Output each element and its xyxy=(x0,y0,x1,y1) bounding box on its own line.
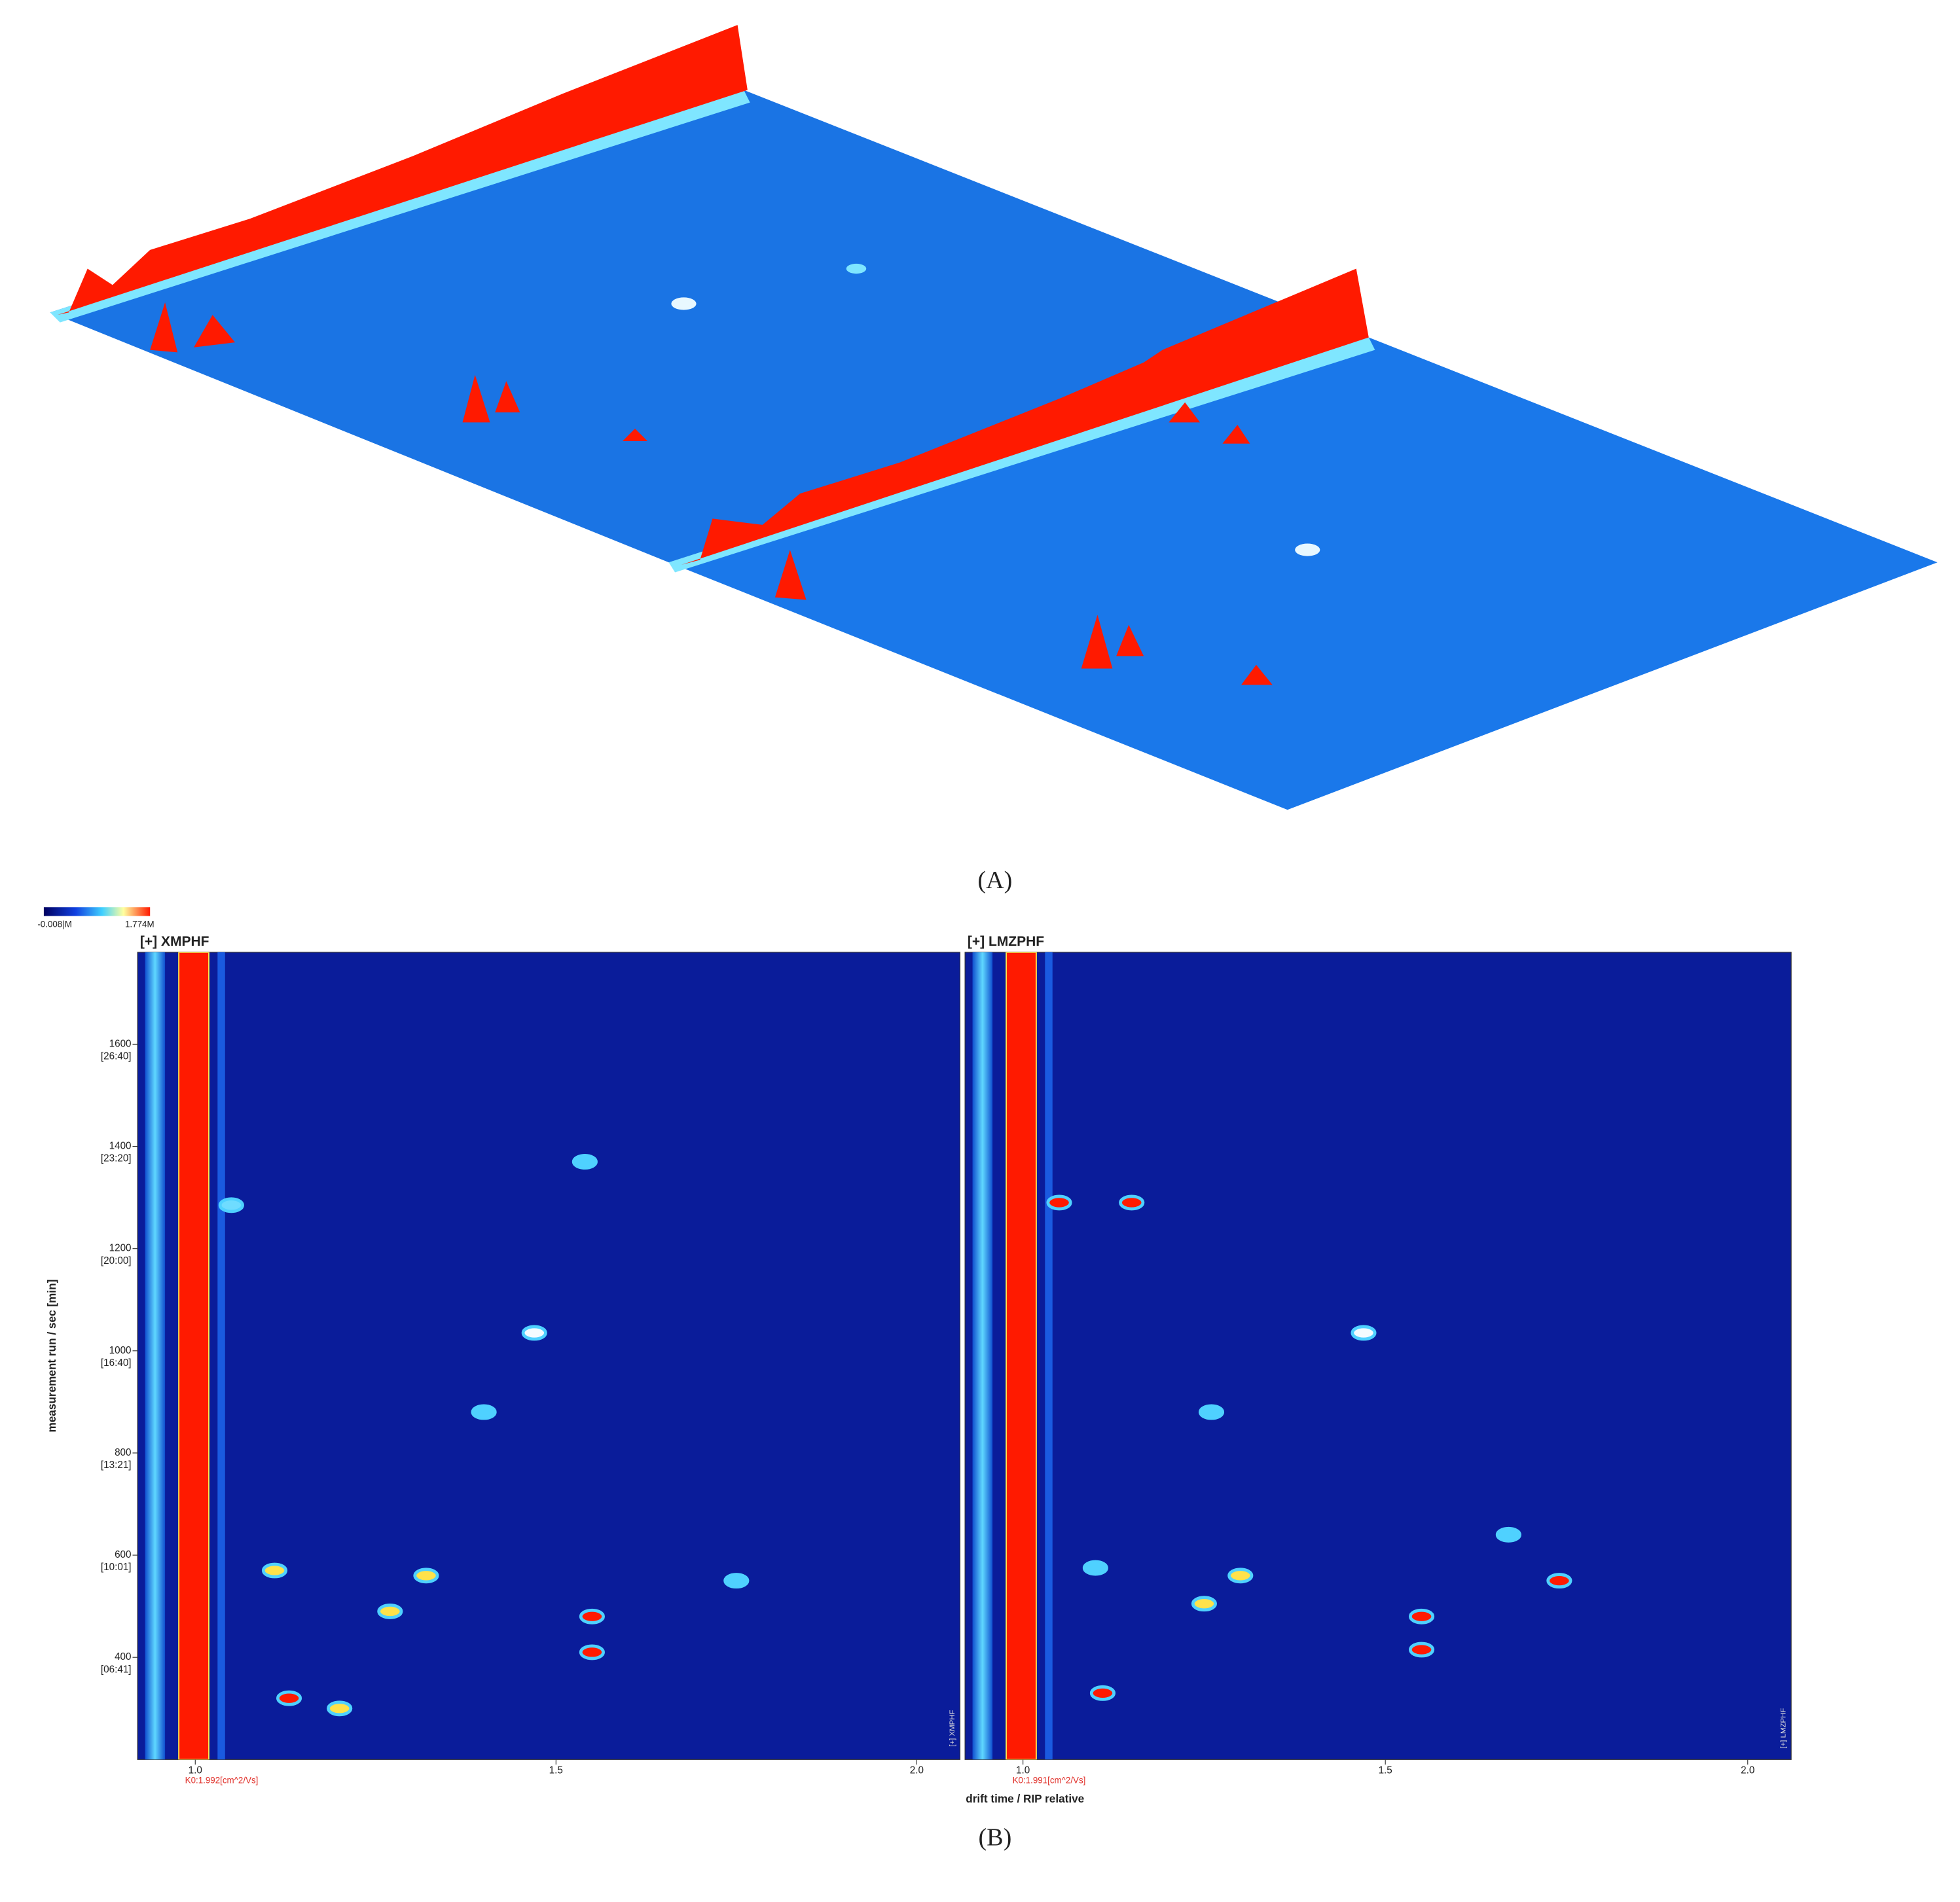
panel-title: [+] LMZPHF xyxy=(968,934,1044,949)
peak xyxy=(1116,624,1144,656)
peak xyxy=(462,374,490,423)
peak xyxy=(1241,664,1273,685)
y-tick-time: [06:41] xyxy=(101,1664,132,1675)
spot xyxy=(1408,1642,1435,1658)
spot xyxy=(1495,1526,1521,1543)
x-tick-label: 1.0 xyxy=(189,1765,202,1776)
y-tick-label: 1400 xyxy=(109,1141,132,1152)
x-tick-label: 1.5 xyxy=(1379,1765,1392,1776)
y-tick-time: [20:00] xyxy=(101,1255,132,1266)
y-tick-time: [13:21] xyxy=(101,1460,132,1471)
background-band xyxy=(217,952,225,1760)
colorbar-min: -0.008|M xyxy=(37,919,71,929)
spot xyxy=(572,1154,598,1170)
rip-band xyxy=(178,952,209,1760)
k0-label: K0:1.991[cm^2/Vs] xyxy=(1013,1775,1086,1785)
spot xyxy=(521,1325,547,1341)
y-tick-label: 800 xyxy=(115,1447,131,1458)
colorbar xyxy=(43,907,151,916)
side-label: [+] XMPHF xyxy=(949,1710,956,1746)
panel-a-3d xyxy=(50,25,1938,810)
y-tick-time: [23:20] xyxy=(101,1153,132,1164)
peak xyxy=(495,381,520,413)
blob xyxy=(846,263,867,274)
spot xyxy=(471,1404,497,1420)
side-label: [+] LMZPHF xyxy=(1780,1708,1788,1749)
spot xyxy=(579,1644,605,1660)
rip-band xyxy=(1006,952,1037,1760)
y-tick-label: 1200 xyxy=(109,1243,132,1254)
spot xyxy=(723,1573,750,1589)
y-tick-time: [10:01] xyxy=(101,1562,132,1573)
spot xyxy=(1546,1573,1572,1589)
peak xyxy=(150,302,178,353)
spot xyxy=(1119,1194,1145,1211)
background-band xyxy=(145,952,166,1760)
panel-label: (A) xyxy=(977,867,1012,894)
spot xyxy=(1351,1325,1377,1341)
ridge-back xyxy=(57,25,748,315)
peak xyxy=(1081,615,1113,669)
peak xyxy=(1169,402,1201,423)
blob xyxy=(1295,543,1320,556)
y-tick-label: 1600 xyxy=(109,1038,132,1049)
background-band xyxy=(972,952,993,1760)
panel-label: (B) xyxy=(978,1823,1011,1851)
surface-front xyxy=(668,337,1938,810)
y-axis-title: measurement run / sec [min] xyxy=(45,1280,58,1433)
ridge-front xyxy=(681,268,1369,565)
background-band xyxy=(1045,952,1053,1760)
spot xyxy=(261,1562,288,1579)
spot xyxy=(413,1568,439,1584)
y-tick-label: 400 xyxy=(115,1651,131,1662)
spot xyxy=(218,1197,244,1213)
spot xyxy=(1089,1685,1116,1701)
peak xyxy=(622,428,648,441)
plot-area xyxy=(964,952,1792,1760)
peak xyxy=(1222,425,1250,444)
x-axis-title: drift time / RIP relative xyxy=(966,1792,1084,1805)
spot xyxy=(327,1700,353,1717)
spot xyxy=(579,1608,605,1624)
spot xyxy=(1046,1194,1072,1211)
y-tick-label: 600 xyxy=(115,1549,131,1560)
y-tick-time: [26:40] xyxy=(101,1051,132,1062)
plot-content xyxy=(972,952,1572,1760)
ridge-base xyxy=(668,337,1375,573)
spot xyxy=(1408,1608,1435,1624)
blob xyxy=(671,297,697,310)
plot-area xyxy=(137,952,961,1760)
colorbar-max: 1.774M xyxy=(125,919,154,929)
k0-label: K0:1.992[cm^2/Vs] xyxy=(185,1775,259,1785)
spot xyxy=(377,1604,403,1619)
plot-content xyxy=(145,952,750,1760)
y-tick-label: 1000 xyxy=(109,1345,132,1356)
peak xyxy=(194,315,236,348)
x-tick-label: 2.0 xyxy=(1741,1765,1754,1776)
x-tick-label: 2.0 xyxy=(910,1765,924,1776)
spot xyxy=(1082,1560,1108,1576)
x-tick-label: 1.0 xyxy=(1016,1765,1030,1776)
peak xyxy=(774,550,807,600)
spot xyxy=(1191,1596,1217,1612)
panel-title: [+] XMPHF xyxy=(140,934,209,949)
x-tick-label: 1.5 xyxy=(549,1765,563,1776)
spot xyxy=(1198,1404,1225,1420)
spot xyxy=(276,1690,302,1706)
ridge-base xyxy=(50,90,750,323)
spot xyxy=(1227,1568,1254,1584)
y-tick-time: [16:40] xyxy=(101,1357,132,1369)
